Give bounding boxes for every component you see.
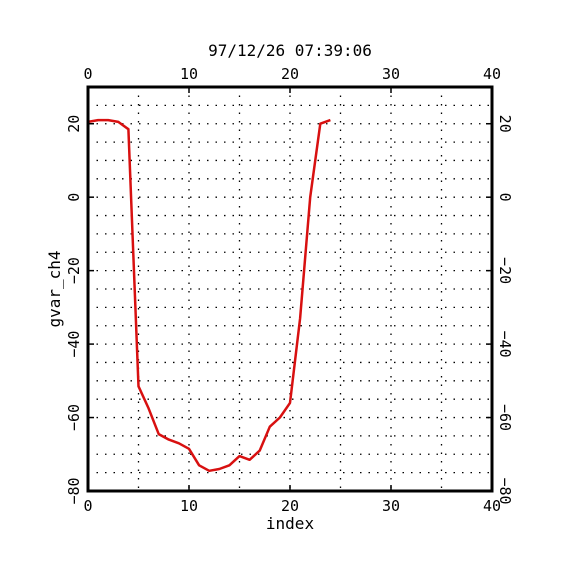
y-tick-label-left: 0 — [65, 193, 83, 202]
x-tick-label-top: 10 — [180, 65, 198, 83]
y-tick-label-left: −60 — [65, 404, 83, 431]
y-tick-label-right: 0 — [496, 193, 514, 202]
y-tick-label-right: 20 — [496, 115, 514, 133]
y-tick-label-right: −80 — [496, 477, 514, 504]
tick-marks — [87, 87, 493, 492]
y-tick-label-left: −20 — [65, 257, 83, 284]
x-tick-label-bottom: 0 — [83, 497, 92, 515]
y-tick-label-left: 20 — [65, 115, 83, 133]
y-tick-label-right: −20 — [496, 257, 514, 284]
y-tick-label-left: −80 — [65, 477, 83, 504]
y-tick-label-right: −40 — [496, 331, 514, 358]
series-group — [87, 118, 331, 473]
x-tick-label-top: 40 — [483, 65, 501, 83]
x-tick-label-bottom: 10 — [180, 497, 198, 515]
x-tick-label-bottom: 40 — [483, 497, 501, 515]
y-axis-title: gvar_ch4 — [45, 250, 64, 327]
y-tick-label-right: −60 — [496, 404, 514, 431]
x-tick-label-top: 0 — [83, 65, 92, 83]
x-axis-title: index — [266, 514, 315, 533]
x-tick-label-bottom: 30 — [382, 497, 400, 515]
x-tick-label-top: 30 — [382, 65, 400, 83]
y-tick-label-left: −40 — [65, 331, 83, 358]
x-tick-label-top: 20 — [281, 65, 299, 83]
chart-title: 97/12/26 07:39:06 — [208, 41, 372, 60]
series-line — [87, 118, 331, 473]
grid-lines — [88, 87, 492, 491]
x-tick-label-bottom: 20 — [281, 497, 299, 515]
